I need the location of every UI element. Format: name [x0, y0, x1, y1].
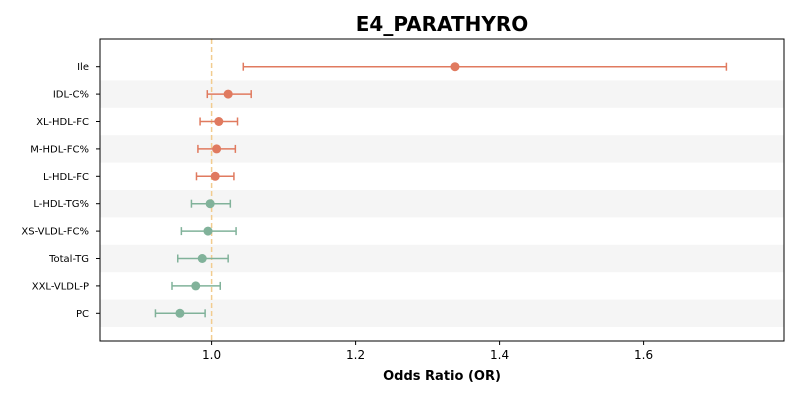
plot-frame: [99, 38, 785, 342]
x-tick-label: 1.0: [202, 348, 221, 362]
y-tick-label: Total-TG: [48, 254, 89, 265]
y-tick-label: XXL-VLDL-P: [32, 281, 89, 292]
y-tick-label: IDL-C%: [53, 90, 89, 101]
or-point: [205, 199, 215, 209]
row-band: [100, 299, 784, 327]
or-point: [212, 144, 222, 154]
y-tick-label: Ile: [77, 62, 89, 73]
x-axis: 1.0 1.2 1.4 1.6: [202, 341, 653, 362]
or-point: [203, 226, 213, 236]
or-point: [450, 62, 460, 72]
data-marks: [154, 62, 728, 318]
chart-title: E4_PARATHYRO: [356, 12, 528, 36]
y-tick-label: L-HDL-FC: [43, 172, 89, 183]
row-bands: [100, 80, 784, 327]
or-point: [210, 171, 220, 181]
or-point: [191, 281, 201, 291]
y-tick-label: PC: [76, 309, 89, 320]
y-tick-label: L-HDL-TG%: [33, 199, 89, 210]
x-tick-label: 1.4: [490, 348, 509, 362]
y-tick-label: XS-VLDL-FC%: [21, 227, 89, 238]
y-tick-label: M-HDL-FC%: [30, 144, 89, 155]
row-band: [100, 80, 784, 108]
or-point: [214, 117, 224, 126]
x-axis-label: Odds Ratio (OR): [383, 369, 501, 384]
x-tick-label: 1.2: [346, 348, 365, 362]
y-axis: Ile IDL-C% XL-HDL-FC M-HDL-FC% L-HDL-FC L-HDL…: [21, 62, 100, 320]
x-tick-label: 1.6: [634, 348, 653, 362]
or-point: [197, 254, 207, 263]
or-point: [175, 308, 185, 318]
y-tick-label: XL-HDL-FC: [36, 117, 89, 128]
or-point: [223, 89, 233, 99]
